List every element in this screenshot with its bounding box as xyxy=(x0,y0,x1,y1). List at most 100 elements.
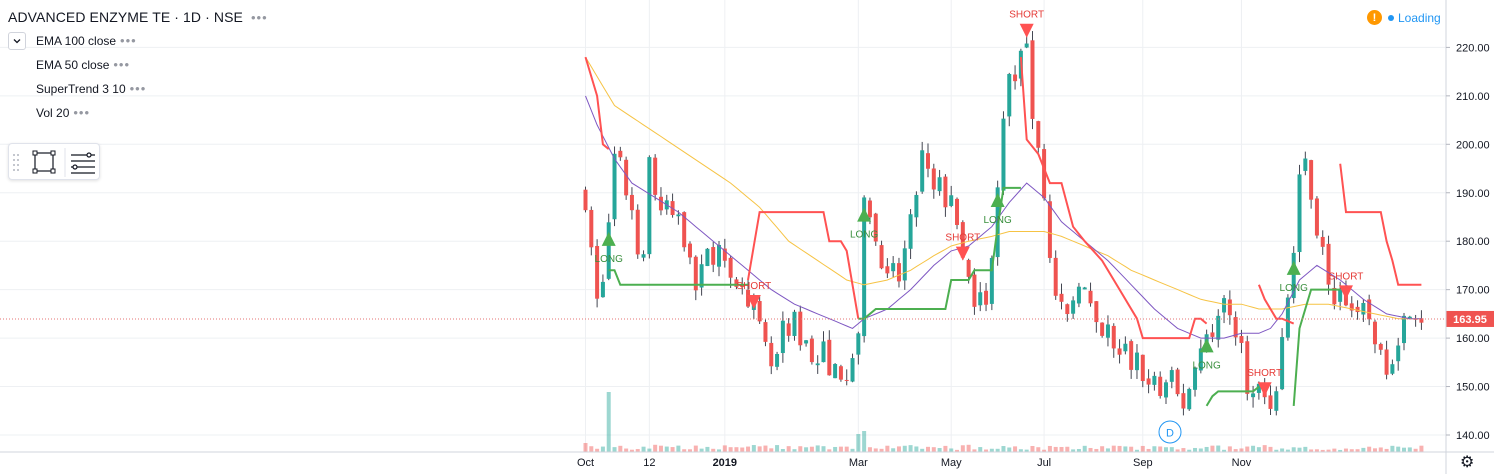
candle-body xyxy=(827,339,832,376)
volume-bar xyxy=(1105,448,1110,452)
candle-body xyxy=(798,311,803,346)
candle-body xyxy=(1111,325,1116,349)
candle-body xyxy=(1071,300,1076,314)
supertrend-long-segment xyxy=(858,186,1021,320)
volume-bar xyxy=(664,446,669,452)
candle-body xyxy=(1140,354,1145,382)
volume-bar xyxy=(989,448,994,452)
event-marker[interactable]: D xyxy=(1158,420,1182,444)
supertrend-lines xyxy=(584,56,1422,407)
indicator-label: Vol 20 xyxy=(36,106,70,120)
candle-body xyxy=(1245,341,1250,394)
short-signal-arrow xyxy=(955,246,970,261)
gear-icon[interactable]: ⚙ xyxy=(1460,454,1475,471)
candle-body xyxy=(1076,286,1081,304)
candle-body xyxy=(1355,306,1360,313)
candle-body xyxy=(1349,303,1354,311)
supertrend-short-segment xyxy=(1339,163,1422,286)
volume-bar xyxy=(1198,448,1203,452)
volume-bar xyxy=(711,448,716,452)
y-tick-label: 150.00 xyxy=(1456,382,1490,394)
candle-body xyxy=(1407,316,1412,319)
volume-bar xyxy=(984,449,989,452)
indicator-more-icon[interactable]: ••• xyxy=(129,81,147,96)
warning-icon[interactable]: ! xyxy=(1367,10,1382,25)
candle-body xyxy=(1396,345,1401,362)
volume-bar xyxy=(1268,446,1273,452)
indicator-more-icon[interactable]: ••• xyxy=(73,105,91,120)
volume-bar xyxy=(653,444,658,452)
candle-body xyxy=(1024,43,1029,48)
volume-bars xyxy=(583,392,1424,452)
volume-bar xyxy=(1018,449,1023,452)
candle-body xyxy=(635,209,640,255)
volume-bar xyxy=(1291,447,1296,452)
candle-body xyxy=(763,322,768,342)
volume-bar xyxy=(1111,445,1116,452)
time-axis[interactable]: Oct 12 2019 Mar May Jul Sep Nov xyxy=(577,457,1252,469)
indicator-volume[interactable]: Vol 20 ••• xyxy=(36,105,90,120)
volume-bar xyxy=(827,449,832,452)
volume-bar xyxy=(786,446,791,452)
candlestick-series xyxy=(583,31,1424,416)
ema50-line xyxy=(585,95,1422,339)
candle-body xyxy=(1268,395,1273,409)
chevron-down-icon xyxy=(13,39,21,44)
candle-body xyxy=(647,157,652,255)
candle-body xyxy=(949,195,954,206)
volume-bar xyxy=(966,444,971,452)
collapse-indicators-button[interactable] xyxy=(8,32,26,50)
symbol-title[interactable]: ADVANCED ENZYME TE · 1D · NSE ••• xyxy=(8,9,268,25)
loading-status: ! Loading xyxy=(1367,10,1441,25)
x-tick-label: May xyxy=(941,457,962,469)
last-price-label: 163.95 xyxy=(1453,314,1487,326)
volume-bar xyxy=(676,445,681,452)
candle-body xyxy=(1105,324,1110,338)
supertrend-short-segment xyxy=(1257,284,1295,325)
candle-body xyxy=(931,168,936,190)
volume-bar xyxy=(746,446,751,452)
candle-body xyxy=(809,338,814,363)
volume-bar xyxy=(1117,445,1122,452)
candle-body xyxy=(734,279,739,287)
loading-text: Loading xyxy=(1398,10,1441,25)
candle-body xyxy=(717,244,722,267)
candle-body xyxy=(1309,160,1314,200)
candle-body xyxy=(1065,304,1070,315)
indicator-ema50[interactable]: EMA 50 close ••• xyxy=(36,57,130,72)
volume-bar xyxy=(821,446,826,452)
candle-body xyxy=(862,197,867,337)
candle-body xyxy=(1164,382,1168,398)
candle-body xyxy=(896,263,901,282)
settings-lines-icon[interactable] xyxy=(71,152,95,174)
indicator-supertrend[interactable]: SuperTrend 3 10 ••• xyxy=(36,81,146,96)
candle-body xyxy=(1233,317,1238,338)
volume-bar xyxy=(1082,445,1087,452)
indicator-ema100[interactable]: EMA 100 close ••• xyxy=(36,33,137,48)
volume-bar xyxy=(612,447,617,452)
supertrend-long-segment xyxy=(1205,385,1260,407)
volume-bar xyxy=(1047,445,1052,452)
y-tick-label: 160.00 xyxy=(1456,333,1490,345)
candle-body xyxy=(1402,315,1407,344)
volume-bar xyxy=(1326,449,1331,452)
candle-body xyxy=(612,153,617,220)
candle-body xyxy=(1181,393,1186,409)
candle-body xyxy=(1030,40,1035,119)
indicator-more-icon[interactable]: ••• xyxy=(113,57,131,72)
drawing-toolbox[interactable] xyxy=(8,143,100,180)
rectangle-tool-icon[interactable] xyxy=(32,150,56,174)
candle-body xyxy=(972,274,977,307)
title-more-icon[interactable]: ••• xyxy=(250,10,268,25)
candle-body xyxy=(1013,74,1018,82)
indicator-more-icon[interactable]: ••• xyxy=(120,33,137,48)
last-price-tag xyxy=(1446,310,1494,327)
long-signal-arrow xyxy=(601,231,616,246)
volume-bar xyxy=(972,449,977,452)
volume-bar xyxy=(618,445,623,452)
candle-body xyxy=(1001,118,1006,191)
candle-body xyxy=(1326,243,1331,285)
drag-handle-icon[interactable] xyxy=(13,154,19,171)
